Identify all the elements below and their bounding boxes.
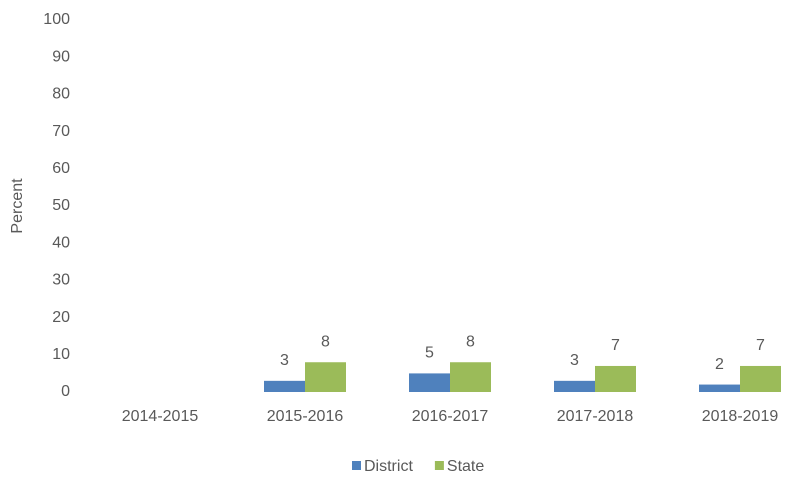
y-tick-label: 50 bbox=[52, 197, 70, 214]
y-tick-label: 20 bbox=[52, 309, 70, 326]
data-label: 2 bbox=[715, 356, 724, 373]
data-label: 5 bbox=[425, 345, 434, 362]
x-tick-label: 2014-2015 bbox=[122, 408, 199, 425]
data-label: 7 bbox=[756, 337, 765, 354]
data-label: 7 bbox=[611, 337, 620, 354]
y-tick-label: 40 bbox=[52, 234, 70, 251]
legend-label: State bbox=[447, 458, 484, 475]
bar bbox=[264, 380, 305, 392]
x-tick-label: 2015-2016 bbox=[267, 408, 344, 425]
legend-label: District bbox=[364, 458, 413, 475]
legend-swatch bbox=[352, 461, 361, 470]
y-tick-label: 70 bbox=[52, 123, 70, 140]
y-tick-label: 10 bbox=[52, 346, 70, 363]
data-label: 8 bbox=[321, 333, 330, 350]
y-tick-label: 60 bbox=[52, 160, 70, 177]
bar bbox=[740, 365, 781, 392]
y-axis-label: Percent bbox=[9, 178, 26, 234]
y-tick-label: 90 bbox=[52, 48, 70, 65]
y-tick-label: 0 bbox=[61, 383, 70, 400]
legend-swatch bbox=[434, 461, 444, 470]
data-label: 3 bbox=[280, 352, 289, 369]
x-tick-label: 2017-2018 bbox=[557, 408, 634, 425]
y-tick-label: 30 bbox=[52, 272, 70, 289]
bar bbox=[595, 365, 636, 392]
data-label: 3 bbox=[570, 352, 579, 369]
bar bbox=[409, 373, 450, 392]
x-tick-label: 2018-2019 bbox=[702, 408, 779, 425]
y-tick-label: 80 bbox=[52, 86, 70, 103]
x-tick-label: 2016-2017 bbox=[412, 408, 489, 425]
bar bbox=[305, 362, 346, 392]
bar bbox=[699, 384, 740, 392]
bar bbox=[450, 362, 491, 392]
y-tick-label: 100 bbox=[43, 11, 70, 28]
data-label: 8 bbox=[466, 333, 475, 350]
bar bbox=[554, 380, 595, 392]
